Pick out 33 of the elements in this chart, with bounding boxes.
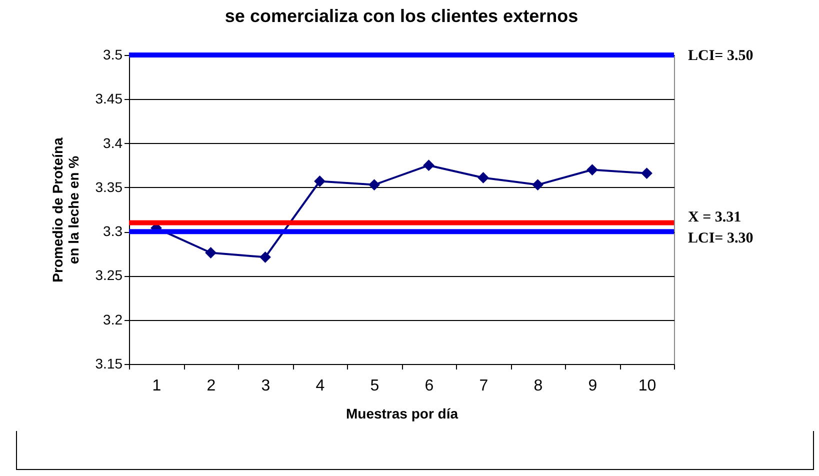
y-tick-label: 3.15 [95, 356, 123, 372]
x-tick-label: 4 [316, 378, 325, 394]
x-tick-label: 3 [261, 378, 270, 394]
x-tick-label: 7 [479, 378, 488, 394]
y-tick-label: 3.25 [95, 267, 123, 284]
x-axis-title: Muestras por día [346, 406, 458, 422]
y-axis-title: Promedio de Proteína en la leche en % [49, 137, 82, 282]
x-tick-label: 1 [152, 378, 162, 394]
point [586, 164, 598, 176]
point [260, 251, 271, 263]
x-tick-label: 6 [424, 378, 434, 394]
x-tick-label: 5 [370, 378, 380, 394]
y-tick-label: 3.4 [103, 134, 123, 151]
y-tick-label: 3.3 [103, 223, 123, 240]
ref-line-label: LCI= 3.50 [688, 48, 754, 64]
point [478, 172, 489, 184]
x-tick-label: 9 [588, 378, 598, 394]
x-tick-label: 8 [534, 378, 543, 394]
ref-line-label: LCI= 3.30 [688, 230, 754, 247]
ref-line-label: X = 3.31 [688, 210, 742, 226]
point [314, 176, 326, 187]
x-tick-label: 2 [206, 378, 216, 394]
point [205, 247, 216, 258]
point [641, 168, 652, 180]
point [368, 179, 380, 190]
point [532, 179, 544, 190]
y-tick-label: 3.2 [103, 311, 123, 328]
y-tick-label: 3.35 [95, 178, 123, 195]
point [423, 160, 434, 172]
y-tick-label: 3.5 [103, 46, 123, 62]
y-tick-label: 3.45 [95, 90, 123, 107]
x-tick-label: 10 [638, 378, 656, 394]
chart-title: se comercializa con los clientes externos [224, 6, 578, 26]
